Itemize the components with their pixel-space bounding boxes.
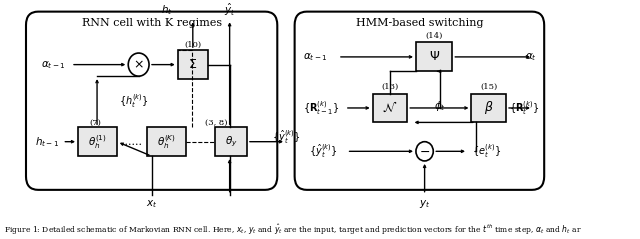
- Text: $-$: $-$: [419, 145, 430, 158]
- Bar: [416, 43, 452, 71]
- Circle shape: [416, 142, 433, 161]
- Text: (13): (13): [381, 83, 399, 91]
- Text: $h_{t-1}$: $h_{t-1}$: [35, 135, 59, 149]
- Text: $\theta_y$: $\theta_y$: [225, 135, 237, 149]
- Text: (3, 8): (3, 8): [205, 118, 228, 126]
- Text: $y_t$: $y_t$: [419, 198, 430, 210]
- Bar: [372, 93, 407, 122]
- Text: $\alpha_{t-1}$: $\alpha_{t-1}$: [303, 51, 328, 63]
- Text: $\{\hat{y}_t^{(k)}\}$: $\{\hat{y}_t^{(k)}\}$: [309, 142, 338, 160]
- Bar: [178, 50, 208, 79]
- Text: $\beta$: $\beta$: [484, 99, 493, 116]
- Bar: [215, 127, 247, 156]
- Text: $\alpha_{t-1}$: $\alpha_{t-1}$: [41, 59, 65, 71]
- Text: (15): (15): [480, 83, 497, 91]
- Text: $\Sigma$: $\Sigma$: [188, 58, 197, 71]
- Text: $x_t$: $x_t$: [146, 198, 157, 210]
- Text: $\theta_h^{(1)}$: $\theta_h^{(1)}$: [88, 133, 107, 151]
- Text: $\{\hat{y}_t^{(k)}\}$: $\{\hat{y}_t^{(k)}\}$: [271, 128, 300, 146]
- Text: $\theta_h^{(K)}$: $\theta_h^{(K)}$: [157, 133, 176, 151]
- Text: HMM-based switching: HMM-based switching: [356, 18, 483, 28]
- Text: $\Psi$: $\Psi$: [429, 50, 440, 63]
- Circle shape: [128, 53, 149, 76]
- Text: $\{\mathbf{R}_t^{(k)}\}$: $\{\mathbf{R}_t^{(k)}\}$: [509, 99, 539, 117]
- Text: $h_t$: $h_t$: [161, 3, 173, 16]
- Bar: [78, 127, 117, 156]
- Text: (14): (14): [426, 32, 443, 40]
- Text: $\mathcal{N}$: $\mathcal{N}$: [382, 101, 397, 115]
- Bar: [472, 93, 506, 122]
- Bar: [147, 127, 186, 156]
- Text: $\{\mathbf{R}_{t-1}^{(k)}\}$: $\{\mathbf{R}_{t-1}^{(k)}\}$: [303, 99, 340, 117]
- Text: $\alpha_t$: $\alpha_t$: [525, 51, 537, 63]
- Text: $\{e_t^{(k)}\}$: $\{e_t^{(k)}\}$: [472, 142, 502, 160]
- Text: $\{h_t^{(k)}\}$: $\{h_t^{(k)}\}$: [120, 92, 149, 110]
- Text: $\hat{y}_t$: $\hat{y}_t$: [224, 1, 236, 18]
- Text: RNN cell with K regimes: RNN cell with K regimes: [81, 18, 221, 28]
- Text: (10): (10): [184, 40, 202, 48]
- Text: ......: ......: [121, 137, 142, 147]
- Text: Figure 1: Detailed schematic of Markovian RNN cell. Here, $x_t$, $y_t$ and $\hat: Figure 1: Detailed schematic of Markovia…: [4, 223, 582, 237]
- Text: $\phi_t$: $\phi_t$: [435, 99, 446, 113]
- Text: (7): (7): [90, 118, 101, 126]
- Text: $\times$: $\times$: [133, 58, 144, 71]
